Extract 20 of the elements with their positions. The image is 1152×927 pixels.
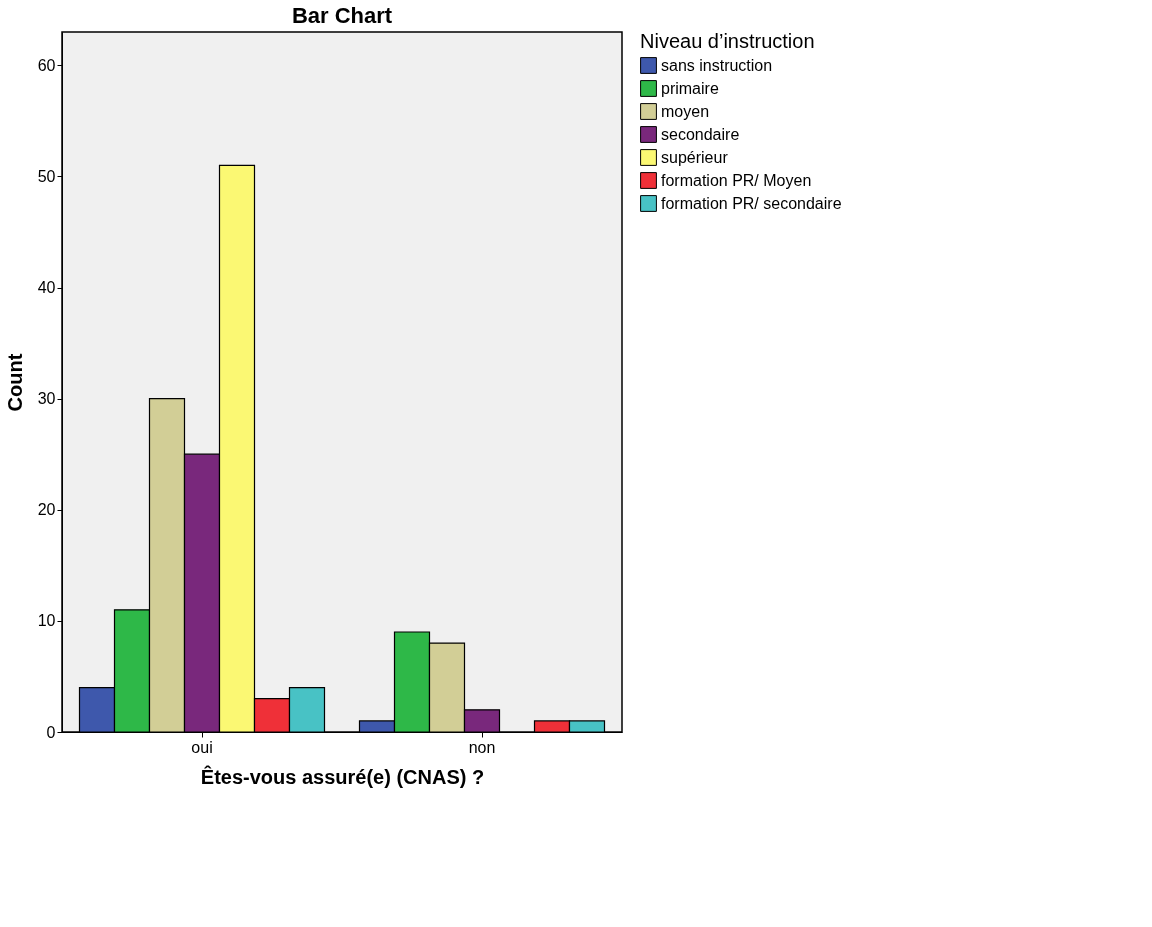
y-tick-label: 0 xyxy=(46,723,56,741)
legend-label: sans instruction xyxy=(661,56,773,74)
chart-title: Bar Chart xyxy=(291,3,393,28)
x-tick-label: oui xyxy=(191,738,213,756)
legend-label: formation PR/ Moyen xyxy=(661,171,812,189)
y-tick-label: 50 xyxy=(37,167,56,185)
y-tick-label: 30 xyxy=(37,390,56,408)
y-tick-label: 10 xyxy=(37,612,56,630)
legend-label: supérieur xyxy=(661,148,729,166)
x-axis-title: Êtes-vous assuré(e) (CNAS) ? xyxy=(200,764,485,788)
legend-label: primaire xyxy=(661,79,719,97)
legend-title: Niveau d’instruction xyxy=(640,30,815,52)
legend-label: secondaire xyxy=(661,125,740,143)
legend-label: formation PR/ secondaire xyxy=(661,194,842,212)
y-tick-label: 60 xyxy=(37,56,56,74)
y-tick-label: 20 xyxy=(37,501,56,519)
legend-label: moyen xyxy=(661,102,710,120)
y-axis-title: Count xyxy=(3,353,26,412)
x-tick-label: non xyxy=(468,738,496,756)
y-tick-label: 40 xyxy=(37,279,56,297)
